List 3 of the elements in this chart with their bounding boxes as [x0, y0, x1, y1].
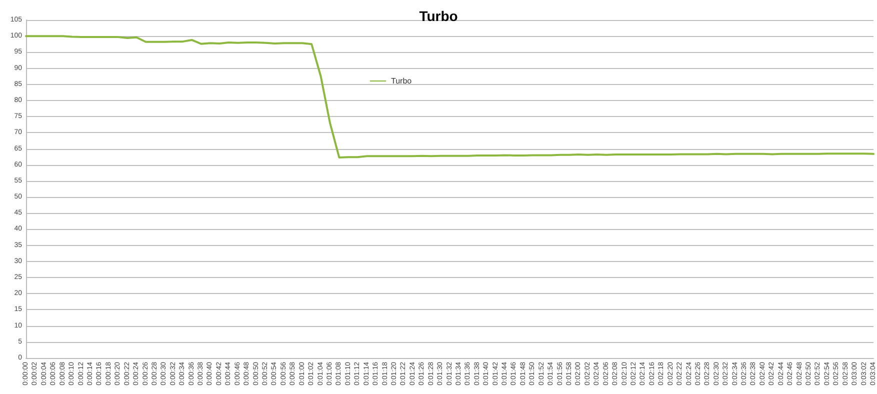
chart-title: Turbo: [419, 8, 458, 24]
legend-label: Turbo: [391, 76, 412, 86]
line-series: [25, 35, 874, 158]
